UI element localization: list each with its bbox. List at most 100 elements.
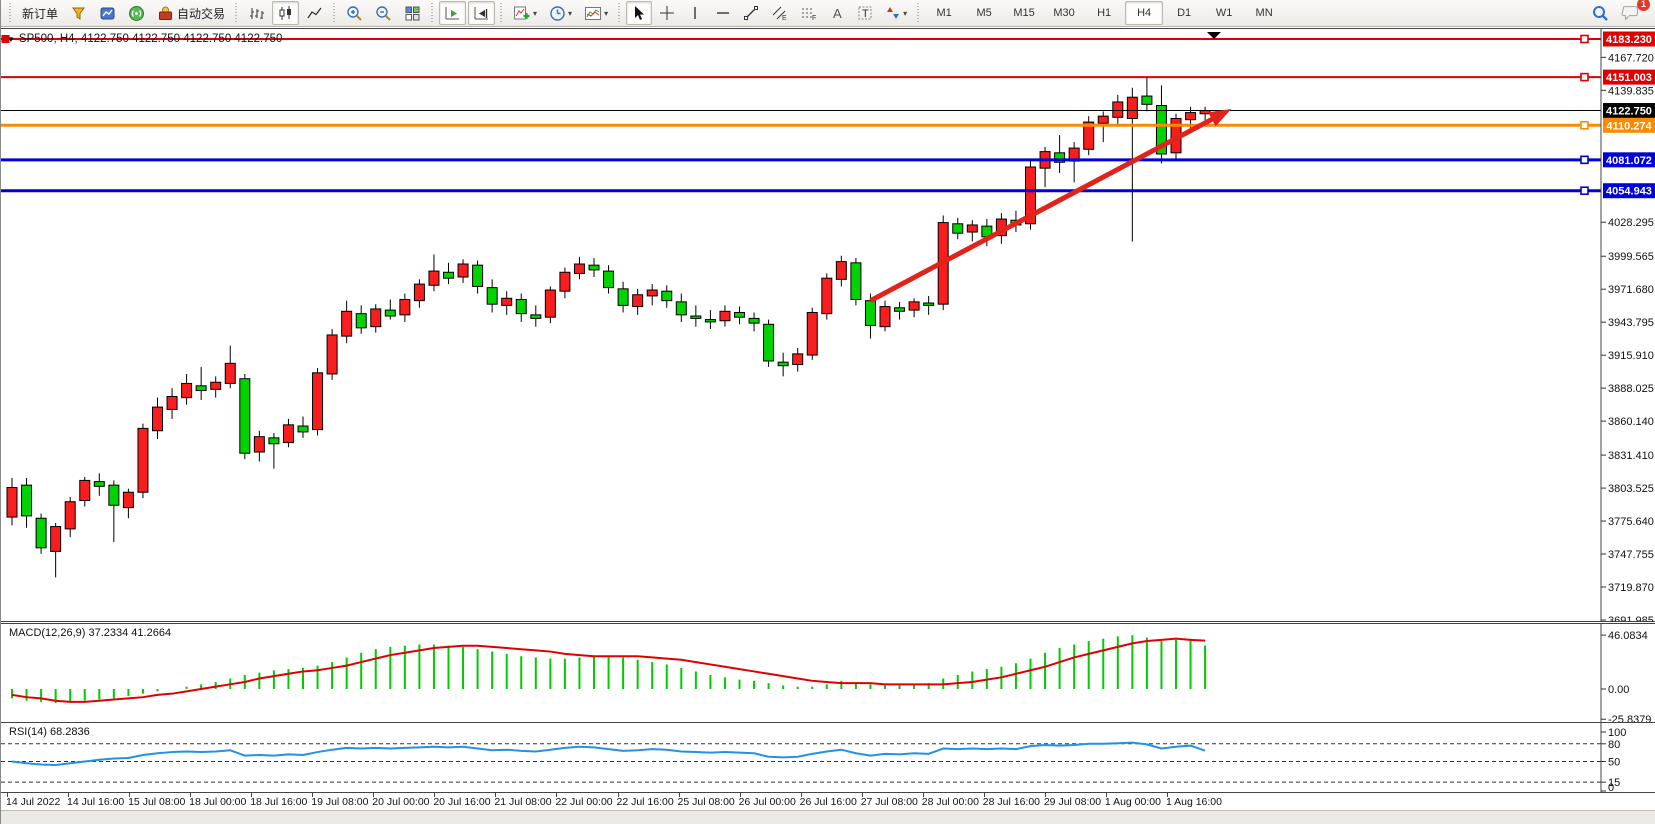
candle-body bbox=[297, 425, 309, 433]
price-axis-label: 3775.640 bbox=[1608, 516, 1654, 528]
price-chart-canvas[interactable]: 4167.720 4139.835 4028.295 3999.565 3971.680… bbox=[1, 29, 1655, 621]
price-chart-panel: 4167.720 4139.835 4028.295 3999.565 3971.680… bbox=[1, 28, 1655, 622]
price-axis-label: 3943.795 bbox=[1608, 317, 1654, 329]
candle-body bbox=[675, 301, 687, 316]
timeframe-w1-button[interactable]: W1 bbox=[1215, 7, 1233, 19]
candle-body bbox=[370, 308, 382, 328]
candle-body bbox=[501, 297, 513, 306]
time-axis-label: 22 Jul 16:00 bbox=[616, 796, 674, 808]
profiles-button[interactable]: ▾ bbox=[544, 1, 577, 25]
chart-shift-marker[interactable] bbox=[1207, 32, 1221, 39]
channel-button[interactable]: E bbox=[766, 1, 793, 25]
trendline-button[interactable] bbox=[738, 1, 764, 25]
search-button[interactable] bbox=[1586, 1, 1614, 25]
candle-body bbox=[1025, 166, 1036, 225]
candle-body bbox=[428, 270, 440, 286]
timeframe-mn-button[interactable]: MN bbox=[1255, 7, 1273, 19]
line-handle[interactable] bbox=[1580, 186, 1589, 196]
macd-axis-label: 46.0834 bbox=[1608, 630, 1648, 642]
time-axis-tick bbox=[739, 793, 741, 797]
rsi-label: RSI(14) 68.2836 bbox=[9, 726, 90, 738]
trend-arrow-shaft[interactable] bbox=[869, 112, 1222, 303]
candle-body bbox=[835, 261, 847, 280]
time-axis-tick bbox=[1044, 793, 1046, 797]
svg-text:F: F bbox=[812, 15, 816, 21]
price-axis-label: 3860.140 bbox=[1608, 416, 1654, 428]
timeframe-m30-button[interactable]: M30 bbox=[1053, 7, 1075, 19]
autotrading-button[interactable]: 自动交易 bbox=[152, 1, 230, 25]
toolbar-grip bbox=[7, 3, 12, 23]
notifications-button[interactable]: 1 bbox=[1616, 0, 1650, 25]
timeframe-m15-button[interactable]: M15 bbox=[1013, 7, 1035, 19]
time-axis-tick bbox=[129, 793, 131, 797]
new-order-button[interactable]: 新订单 bbox=[17, 1, 63, 25]
macd-canvas[interactable]: 46.0834 0.00 -25.8379 bbox=[1, 624, 1655, 722]
candle-body bbox=[152, 406, 163, 432]
time-axis-tick bbox=[373, 793, 375, 797]
chart-shift-button[interactable] bbox=[468, 1, 496, 25]
candle-body bbox=[821, 277, 833, 315]
timeframe-d1-button[interactable]: D1 bbox=[1177, 7, 1192, 19]
auto-scroll-button[interactable] bbox=[439, 1, 467, 25]
candle-body bbox=[108, 484, 120, 506]
new-chart-button[interactable]: ▾ bbox=[508, 1, 542, 25]
timeframe-h1-button[interactable]: H1 bbox=[1097, 7, 1112, 19]
time-axis-tick bbox=[1166, 793, 1168, 797]
chart-expand-icon[interactable]: ▼ bbox=[7, 35, 15, 44]
time-axis-label: 20 Jul 16:00 bbox=[433, 796, 491, 808]
candle-body bbox=[661, 290, 673, 302]
candle-body bbox=[690, 315, 702, 319]
candle-body bbox=[748, 317, 760, 324]
time-axis-label: 14 Jul 16:00 bbox=[67, 796, 125, 808]
macd-axis-label: 0.00 bbox=[1608, 684, 1629, 696]
macd-axis-label: -25.8379 bbox=[1608, 714, 1651, 722]
text-label-button[interactable]: T bbox=[852, 1, 878, 25]
time-axis[interactable]: 14 Jul 2022 14 Jul 16:00 15 Jul 08:00 18 Ju… bbox=[1, 793, 1655, 810]
bar-chart-button[interactable] bbox=[243, 1, 270, 25]
rsi-axis-label: 80 bbox=[1608, 739, 1620, 751]
candle-body bbox=[195, 385, 207, 392]
line-chart-button[interactable] bbox=[301, 1, 328, 25]
candle-body bbox=[777, 361, 789, 367]
navigator-button[interactable] bbox=[94, 1, 121, 25]
macd-panel: 46.0834 0.00 -25.8379 MACD(12,26,9) 37.233… bbox=[1, 623, 1655, 723]
line-handle[interactable] bbox=[1580, 72, 1589, 82]
signals-button[interactable] bbox=[123, 1, 150, 25]
macd-label: MACD(12,26,9) 37.2334 41.2664 bbox=[9, 627, 171, 639]
timeframe-m1-button[interactable]: M1 bbox=[936, 7, 952, 19]
line-handle[interactable] bbox=[1, 35, 10, 43]
rsi-axis-label: 50 bbox=[1608, 757, 1620, 769]
tile-windows-button[interactable] bbox=[399, 1, 426, 25]
horizontal-line-button[interactable] bbox=[710, 1, 736, 25]
timeframe-m5-button[interactable]: M5 bbox=[976, 7, 992, 19]
arrows-button[interactable]: ▾ bbox=[880, 1, 912, 25]
fibonacci-button[interactable]: F bbox=[795, 1, 822, 25]
candle-body bbox=[704, 319, 716, 323]
tile-windows-icon bbox=[404, 5, 421, 22]
zoom-out-button[interactable] bbox=[370, 1, 397, 25]
candle-body bbox=[21, 484, 33, 517]
timeframe-h4-button[interactable]: H4 bbox=[1125, 1, 1164, 25]
vertical-line-button[interactable] bbox=[682, 1, 708, 25]
trend-arrow-head[interactable] bbox=[1208, 109, 1232, 127]
candlestick-chart-button[interactable] bbox=[272, 1, 300, 25]
line-handle[interactable] bbox=[1580, 34, 1589, 44]
time-axis-label: 28 Jul 00:00 bbox=[921, 796, 979, 808]
time-axis-tick bbox=[617, 793, 619, 797]
price-level-badge bbox=[1603, 69, 1655, 85]
template-button[interactable]: ▾ bbox=[579, 1, 613, 25]
candle-body bbox=[122, 491, 134, 509]
time-axis-label: 22 Jul 00:00 bbox=[555, 796, 613, 808]
cursor-button[interactable] bbox=[626, 1, 653, 25]
price-axis-label: 3888.025 bbox=[1608, 383, 1654, 395]
zoom-in-button[interactable] bbox=[341, 1, 368, 25]
text-button[interactable]: A bbox=[824, 1, 850, 25]
vertical-line-icon bbox=[687, 5, 703, 21]
notification-count-badge: 1 bbox=[1637, 0, 1650, 11]
line-handle[interactable] bbox=[1580, 120, 1589, 130]
market-watch-button[interactable] bbox=[65, 1, 92, 25]
crosshair-button[interactable] bbox=[654, 1, 680, 25]
candle-body bbox=[210, 381, 222, 390]
line-handle[interactable] bbox=[1580, 155, 1589, 165]
